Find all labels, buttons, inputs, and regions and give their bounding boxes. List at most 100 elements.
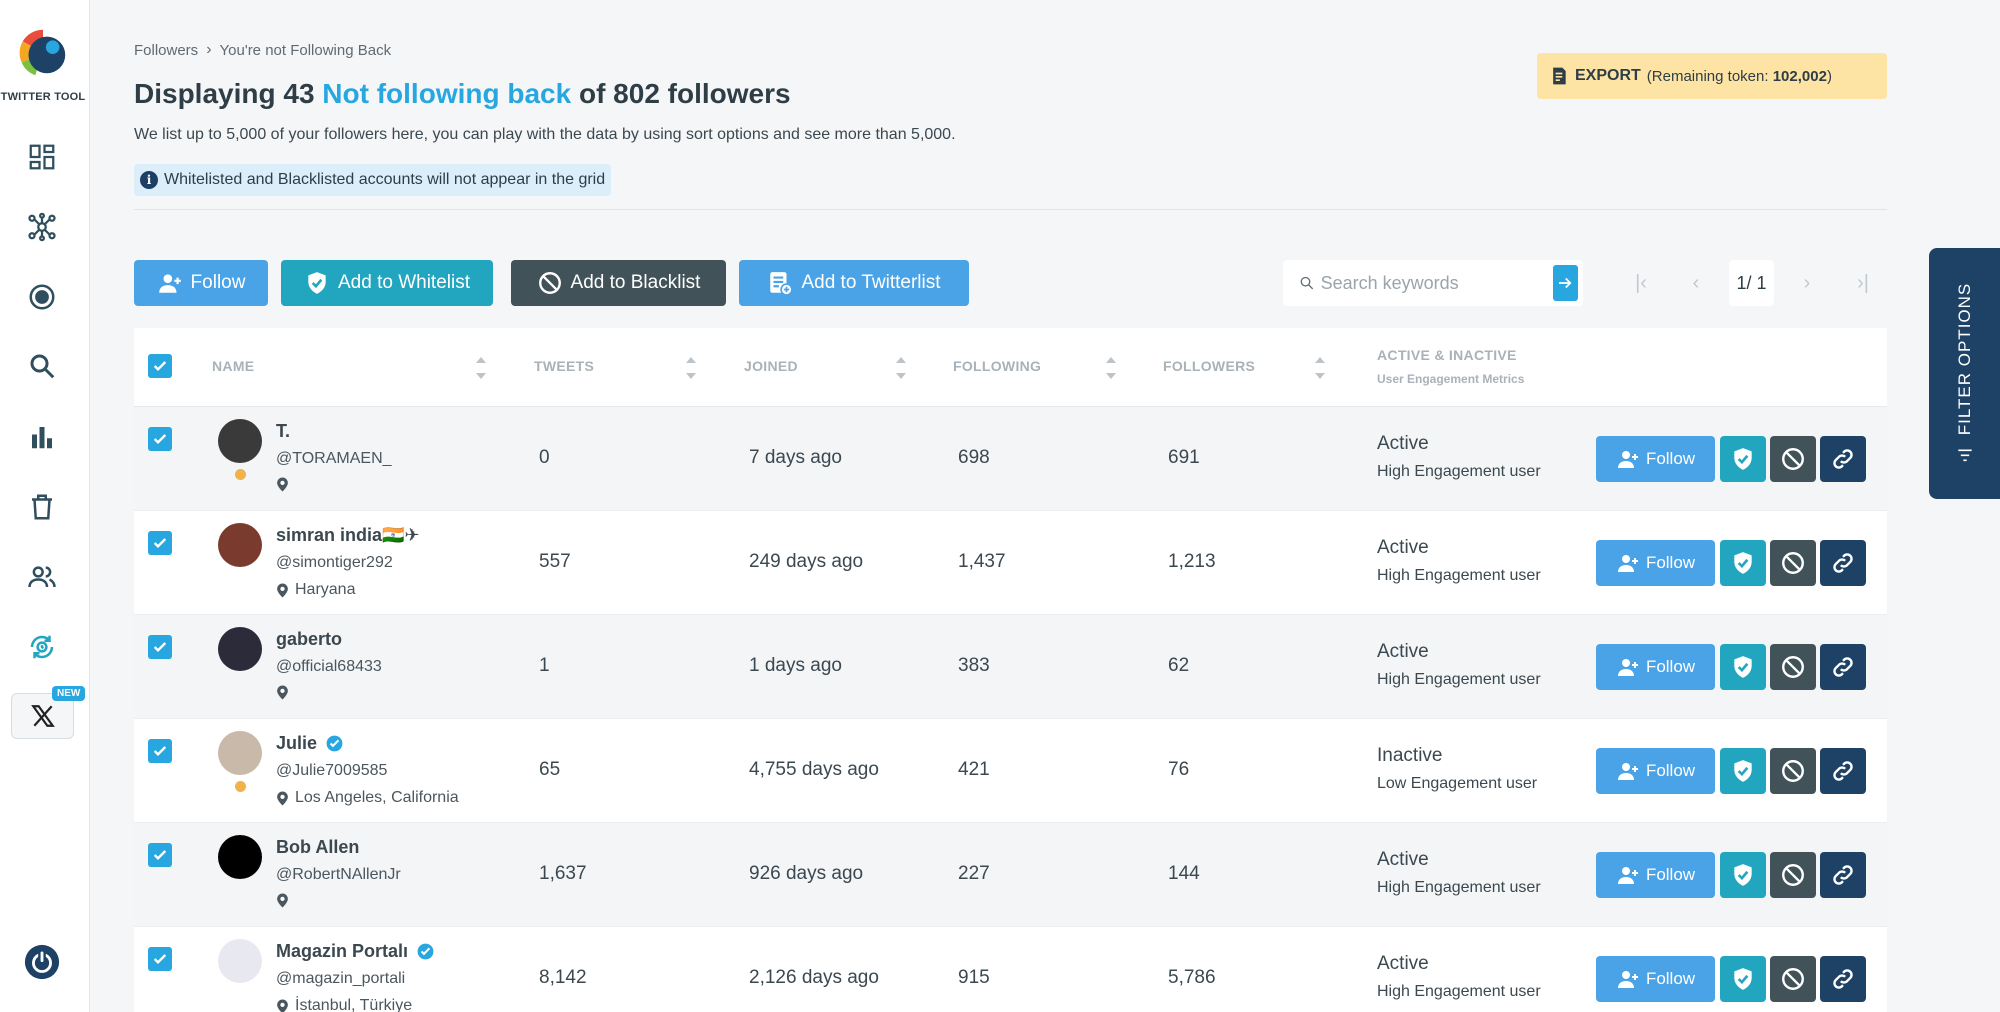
analytics-icon[interactable] <box>26 421 58 453</box>
row-follow-button[interactable]: Follow <box>1596 748 1715 794</box>
row-checkbox[interactable] <box>148 843 172 867</box>
header-divider <box>134 209 1887 210</box>
joined-value: 7 days ago <box>749 447 842 468</box>
trash-icon[interactable] <box>26 491 58 523</box>
row-checkbox[interactable] <box>148 739 172 763</box>
user-name[interactable]: simran india🇮🇳✈ <box>276 525 420 545</box>
engagement-level: High Engagement user <box>1377 983 1541 1000</box>
filter-options-tab[interactable]: FILTER OPTIONS <box>1929 248 2000 499</box>
user-handle[interactable]: @TORAMAEN_ <box>276 450 392 467</box>
user-handle[interactable]: @official68433 <box>276 658 382 675</box>
user-handle[interactable]: @simontiger292 <box>276 554 393 571</box>
target-icon[interactable] <box>26 281 58 313</box>
user-handle[interactable]: @RobertNAllenJr <box>276 866 401 883</box>
user-name[interactable]: Bob Allen <box>276 837 360 857</box>
tweets-count: 65 <box>539 759 561 780</box>
search-input[interactable] <box>1314 261 1553 305</box>
row-whitelist-button[interactable] <box>1720 956 1766 1002</box>
row-follow-button[interactable]: Follow <box>1596 436 1715 482</box>
row-follow-button[interactable]: Follow <box>1596 852 1715 898</box>
app-logo[interactable] <box>14 24 72 82</box>
row-blacklist-button[interactable] <box>1770 956 1816 1002</box>
row-blacklist-button[interactable] <box>1770 644 1816 690</box>
avatar[interactable] <box>218 939 262 983</box>
sort-name-icon[interactable] <box>475 354 487 382</box>
dashboard-icon[interactable] <box>26 141 58 173</box>
user-name[interactable]: Magazin Portalı <box>276 941 435 962</box>
sort-joined-icon[interactable] <box>895 354 907 382</box>
row-follow-button[interactable]: Follow <box>1596 540 1715 586</box>
row-blacklist-button[interactable] <box>1770 748 1816 794</box>
header-tweets[interactable]: TWEETS <box>534 358 595 374</box>
row-link-button[interactable] <box>1820 540 1866 586</box>
avatar[interactable] <box>218 419 262 463</box>
select-all-checkbox[interactable] <box>148 354 172 378</box>
block-icon <box>1782 968 1804 990</box>
joined-value: 2,126 days ago <box>749 967 879 988</box>
row-checkbox[interactable] <box>148 635 172 659</box>
search-icon[interactable] <box>26 350 58 382</box>
info-note: i Whitelisted and Blacklisted accounts w… <box>134 164 612 196</box>
row-blacklist-button[interactable] <box>1770 436 1816 482</box>
follow-button[interactable]: Follow <box>134 260 268 306</box>
row-link-button[interactable] <box>1820 644 1866 690</box>
verified-badge-icon <box>326 735 343 752</box>
row-whitelist-button[interactable] <box>1720 436 1766 482</box>
add-to-whitelist-button[interactable]: Add to Whitelist <box>281 260 493 306</box>
row-blacklist-button[interactable] <box>1770 852 1816 898</box>
sync-clock-icon[interactable] <box>26 631 58 663</box>
user-name[interactable]: Julie <box>276 733 344 754</box>
row-link-button[interactable] <box>1820 436 1866 482</box>
user-handle[interactable]: @Julie7009585 <box>276 762 388 779</box>
network-icon[interactable] <box>26 211 58 243</box>
row-checkbox[interactable] <box>148 531 172 555</box>
header-joined[interactable]: JOINED <box>744 358 798 374</box>
tweets-count: 1,637 <box>539 863 587 884</box>
export-token: (Remaining token: 102,002) <box>1646 67 1832 85</box>
user-handle[interactable]: @magazin_portali <box>276 970 406 987</box>
row-link-button[interactable] <box>1820 956 1866 1002</box>
add-to-blacklist-button[interactable]: Add to Blacklist <box>511 260 726 306</box>
power-icon[interactable] <box>23 943 61 981</box>
first-page-button[interactable]: |‹ <box>1635 271 1647 294</box>
row-whitelist-button[interactable] <box>1720 644 1766 690</box>
last-page-button[interactable]: ›| <box>1857 271 1869 294</box>
followers-count: 5,786 <box>1168 967 1216 988</box>
header-followers[interactable]: FOLLOWERS <box>1163 358 1256 374</box>
user-location <box>276 893 295 908</box>
link-icon <box>1833 553 1853 573</box>
header-name[interactable]: NAME <box>212 358 255 374</box>
avatar[interactable] <box>218 835 262 879</box>
row-checkbox[interactable] <box>148 947 172 971</box>
sort-tweets-icon[interactable] <box>685 354 697 382</box>
row-checkbox[interactable] <box>148 427 172 451</box>
breadcrumb-root[interactable]: Followers <box>134 41 199 59</box>
avatar[interactable] <box>218 731 262 775</box>
row-link-button[interactable] <box>1820 852 1866 898</box>
sort-following-icon[interactable] <box>1105 354 1117 382</box>
location-pin-icon <box>277 477 288 492</box>
sort-followers-icon[interactable] <box>1314 354 1326 382</box>
add-user-icon <box>1617 971 1638 988</box>
header-following[interactable]: FOLLOWING <box>953 358 1042 374</box>
table-row: Magazin Portalı @magazin_portali İstanbu… <box>134 927 1887 1012</box>
row-follow-button[interactable]: Follow <box>1596 956 1715 1002</box>
row-blacklist-button[interactable] <box>1770 540 1816 586</box>
row-whitelist-button[interactable] <box>1720 748 1766 794</box>
search-submit-button[interactable] <box>1552 265 1578 301</box>
row-whitelist-button[interactable] <box>1720 852 1766 898</box>
table-row: simran india🇮🇳✈ @simontiger292 Haryana 5… <box>134 511 1887 615</box>
next-page-button[interactable]: › <box>1803 271 1811 294</box>
export-button[interactable]: EXPORT (Remaining token: 102,002) <box>1537 53 1887 99</box>
row-follow-button[interactable]: Follow <box>1596 644 1715 690</box>
avatar[interactable] <box>218 523 262 567</box>
add-to-twitterlist-button[interactable]: Add to Twitterlist <box>739 260 969 306</box>
avatar[interactable] <box>218 627 262 671</box>
row-whitelist-button[interactable] <box>1720 540 1766 586</box>
prev-page-button[interactable]: ‹ <box>1692 271 1700 294</box>
users-icon[interactable] <box>26 561 58 593</box>
row-link-button[interactable] <box>1820 748 1866 794</box>
user-name[interactable]: gaberto <box>276 629 343 649</box>
user-name[interactable]: T. <box>276 421 291 441</box>
shield-check-icon <box>1734 552 1752 574</box>
